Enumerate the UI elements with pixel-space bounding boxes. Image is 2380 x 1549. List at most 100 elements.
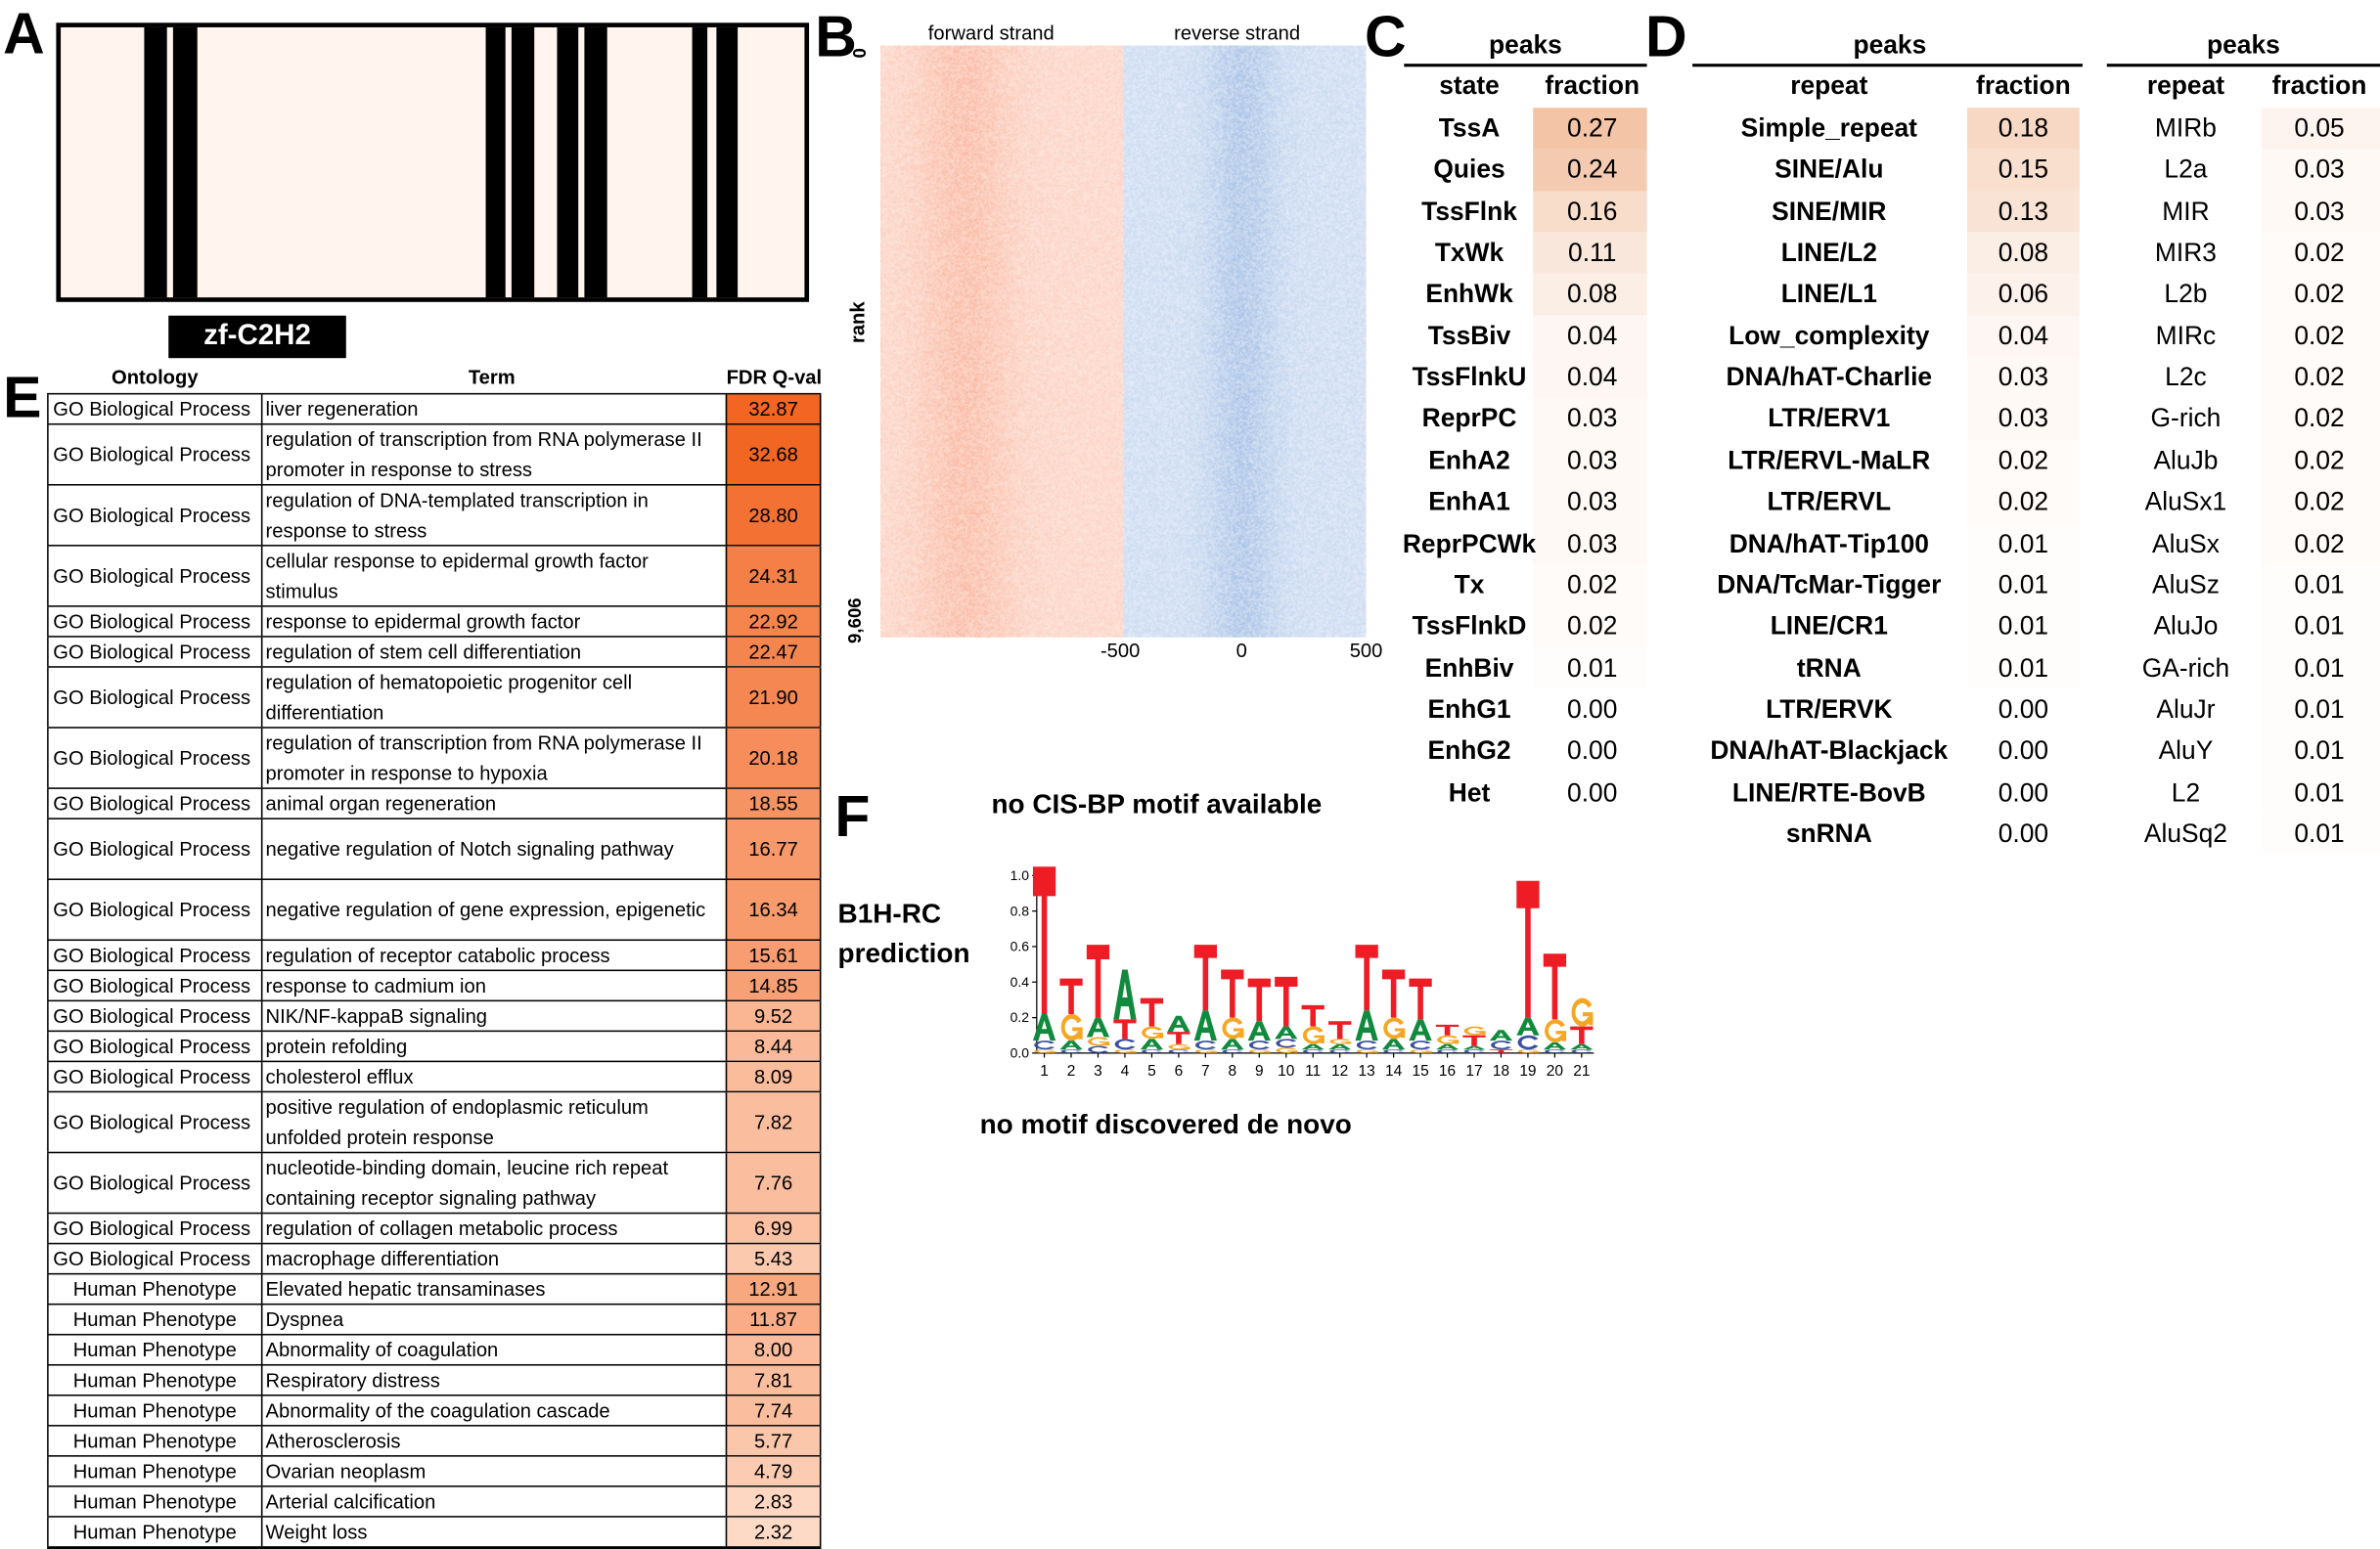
ontology-text: GO Biological Process [53, 564, 250, 587]
fdr-cell: 2.83 [726, 1487, 822, 1516]
nucleotide-g-shape [1464, 1027, 1485, 1036]
table-row: GO Biological Process regulation of stem … [47, 636, 821, 666]
row-label: TxWk [1435, 239, 1504, 269]
fdr-value: 8.09 [754, 1065, 792, 1087]
ontology-cell: Human Phenotype [47, 1457, 261, 1485]
fdr-cell: 8.09 [726, 1062, 822, 1090]
panel-label-a: A [3, 6, 45, 64]
fdr-cell: 12.91 [726, 1274, 822, 1303]
nucleotide-t-shape [1113, 1019, 1136, 1039]
x-tick: 500 [1350, 639, 1383, 661]
row-fraction: 0.01 [2294, 819, 2344, 850]
row-label: AluY [2159, 736, 2214, 767]
term-cell: response to epidermal growth factor [261, 607, 726, 636]
table-row: GO Biological Process regulation of trans… [47, 727, 821, 787]
denovo-status: no motif discovered de novo [980, 1109, 1352, 1141]
ontology-cell: Human Phenotype [47, 1366, 261, 1394]
logo-letter-t-glyph [1167, 1032, 1190, 1044]
nucleotide-a-shape [1275, 1027, 1297, 1040]
logo-letter-t-glyph [1087, 945, 1109, 1017]
row-fraction: 0.02 [1998, 487, 2048, 517]
table-row: Human Phenotype Arterial calcification 2.8… [47, 1485, 821, 1516]
logo-letter-t-glyph [1275, 977, 1297, 1027]
row-label: TssA [1439, 113, 1501, 144]
nucleotide-a-shape [1328, 1044, 1351, 1049]
ontology-cell: Human Phenotype [47, 1487, 261, 1516]
x-tick-label: 3 [1094, 1063, 1102, 1080]
row-label: Het [1449, 777, 1491, 808]
term-text: Elevated hepatic transaminases [266, 1274, 546, 1303]
fdr-value: 32.68 [748, 443, 798, 465]
logo-letter-c-glyph [1195, 1040, 1216, 1049]
y-tick-label: 0.4 [1010, 974, 1030, 990]
fdr-value: 11.87 [749, 1308, 797, 1331]
term-text: regulation of receptor catabolic process [266, 941, 610, 969]
term-text: response to epidermal growth factor [266, 607, 581, 636]
x-tick-label: 11 [1305, 1063, 1321, 1080]
table-row: Human Phenotype Respiratory distress 7.81 [47, 1364, 821, 1394]
term-text: regulation of stem cell differentiation [266, 638, 582, 666]
fdr-cell: 11.87 [726, 1305, 822, 1333]
row-fraction: 0.02 [2294, 280, 2344, 310]
row-label: SINE/MIR [1772, 197, 1886, 227]
term-cell: cholesterol efflux [261, 1062, 726, 1090]
logo-letter-t-glyph [1516, 881, 1539, 1018]
zf-c2h2-domain-bar [693, 27, 708, 297]
logo-letter-g-glyph [1195, 1049, 1217, 1053]
nucleotide-c-shape [1357, 1040, 1377, 1049]
nucleotide-t-shape [1221, 970, 1243, 1018]
term-cell: regulation of collagen metabolic process [261, 1214, 726, 1242]
row-fraction: 0.01 [2294, 695, 2344, 726]
row-fraction: 0.02 [2294, 404, 2344, 434]
term-cell: Abnormality of the coagulation cascade [261, 1396, 726, 1425]
table-row: GO Biological Process liver regeneration 3… [47, 393, 821, 423]
ontology-cell: GO Biological Process [47, 424, 261, 484]
column-header-ontology: Ontology [112, 366, 199, 388]
ontology-cell: GO Biological Process [47, 789, 261, 818]
row-fraction: 0.01 [2294, 736, 2344, 767]
prediction-label-line2: prediction [838, 938, 970, 970]
ontology-cell: GO Biological Process [47, 394, 261, 422]
logo-letter-c-glyph [1088, 1046, 1108, 1053]
term-cell: NIK/NF-kappaB signaling [261, 1001, 726, 1030]
term-cell: Respiratory distress [261, 1366, 726, 1394]
logo-letter-g-glyph [1303, 1027, 1325, 1044]
ontology-text: Human Phenotype [73, 1430, 237, 1452]
logo-letter-c-glyph [1357, 1040, 1377, 1049]
zf-c2h2-domain-bar [512, 27, 534, 297]
row-label: TssFlnkD [1413, 612, 1527, 642]
fdr-value: 16.77 [748, 838, 798, 861]
logo-letter-g-glyph [1169, 1044, 1190, 1049]
fdr-cell: 5.43 [726, 1244, 822, 1272]
ontology-text: GO Biological Process [53, 1172, 250, 1194]
row-fraction: 0.02 [2294, 446, 2344, 476]
domain-label-box: zf-C2H2 [168, 316, 346, 358]
x-tick-label: 14 [1385, 1063, 1403, 1080]
ontology-text: GO Biological Process [53, 1035, 250, 1057]
fdr-value: 24.31 [748, 564, 798, 587]
row-label: AluSz [2152, 570, 2220, 600]
nucleotide-t-shape [1462, 1036, 1485, 1046]
logo-letter-g-glyph [1437, 1036, 1459, 1044]
logo-letter-g-glyph [1115, 1049, 1137, 1053]
nucleotide-c-shape [1115, 1039, 1136, 1049]
term-text: response to cadmium ion [266, 971, 486, 999]
fdr-value: 7.74 [754, 1399, 792, 1422]
panel-label-c: C [1365, 9, 1407, 66]
fdr-value: 16.34 [748, 899, 798, 921]
fdr-value: 15.61 [748, 944, 798, 966]
term-cell: regulation of hematopoietic progenitor c… [261, 668, 726, 728]
ontology-text: Human Phenotype [73, 1521, 237, 1543]
nucleotide-a-shape [1490, 1030, 1512, 1040]
term-text: regulation of hematopoietic progenitor c… [266, 668, 726, 728]
logo-letter-t-glyph [1462, 1036, 1485, 1046]
row-fraction: 0.06 [1998, 280, 2048, 310]
row-fraction: 0.15 [1998, 155, 2048, 186]
term-text: regulation of DNA-templated transcriptio… [266, 486, 726, 546]
ontology-cell: GO Biological Process [47, 1244, 261, 1272]
fdr-cell: 20.18 [726, 729, 822, 788]
fdr-cell: 9.52 [726, 1001, 822, 1030]
logo-letter-t-glyph [1302, 1005, 1325, 1027]
ontology-text: GO Biological Process [53, 1111, 250, 1133]
row-fraction: 0.01 [1998, 653, 2048, 684]
